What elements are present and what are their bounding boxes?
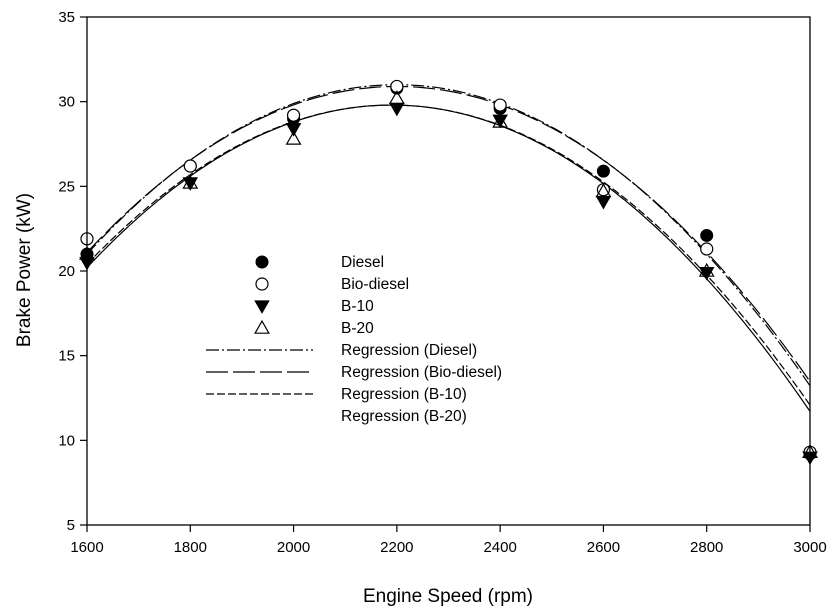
legend-regression-label-2: Regression (B-10)	[341, 386, 467, 403]
data-point-2-1	[182, 177, 199, 191]
legend-marker-3	[254, 319, 270, 334]
y-tick-label: 20	[58, 263, 75, 280]
data-point-3-6	[698, 262, 715, 277]
legend: Diesel Bio-diesel B-10 B-20 Regression (Dies…	[206, 254, 502, 425]
data-point-1-4	[493, 98, 507, 112]
data-point-3-5	[595, 183, 612, 198]
legend-regression-label-3: Regression (B-20)	[341, 408, 467, 425]
regression-line-1	[86, 85, 811, 382]
data-point-1-6	[700, 242, 714, 256]
y-tick-label: 25	[58, 178, 75, 195]
plot-area	[79, 79, 818, 466]
legend-marker-0	[255, 255, 269, 269]
legend-regression-label-0: Regression (Diesel)	[341, 342, 477, 359]
legend-regression-label-1: Regression (Bio-diesel)	[341, 364, 502, 381]
legend-label-0: Diesel	[341, 254, 384, 271]
y-tick-label: 35	[58, 9, 75, 26]
data-point-0-5	[596, 164, 610, 178]
x-tick-label: 1800	[174, 539, 207, 556]
x-axis-title: Engine Speed (rpm)	[363, 586, 533, 607]
data-point-2-5	[595, 195, 612, 210]
x-tick-label: 2000	[277, 539, 310, 556]
y-tick-label: 10	[58, 432, 75, 449]
data-point-2-4	[492, 114, 508, 129]
data-point-2-3	[389, 102, 405, 117]
y-tick-label: 30	[58, 94, 75, 111]
legend-label-3: B-20	[341, 320, 374, 337]
data-point-2-2	[285, 123, 302, 137]
regression-line-3	[86, 104, 811, 412]
axes: 1600 1800 2000 2200 2400 2600 2800 3000 5 10 15 20 2…	[58, 9, 826, 556]
data-point-3-3	[388, 90, 405, 105]
data-point-1-2	[286, 108, 301, 122]
data-point-3-4	[492, 113, 509, 128]
legend-label-2: B-10	[341, 298, 374, 315]
y-tick-label: 15	[58, 348, 75, 365]
x-tick-label: 2800	[690, 539, 723, 556]
x-tick-label: 2400	[483, 539, 516, 556]
x-tick-label: 3000	[793, 539, 826, 556]
data-point-1-1	[183, 159, 197, 173]
x-tick-label: 2200	[380, 539, 413, 556]
data-point-0-6	[700, 228, 714, 242]
x-tick-label: 2600	[587, 539, 620, 556]
regression-line-0	[86, 84, 811, 387]
legend-marker-1	[255, 277, 269, 291]
y-axis-title: Brake Power (kW)	[14, 193, 35, 347]
legend-label-1: Bio-diesel	[341, 276, 409, 293]
data-point-3-2	[285, 130, 302, 145]
y-tick-label: 5	[67, 517, 75, 534]
data-point-3-1	[182, 174, 199, 189]
regression-line-2	[86, 104, 811, 406]
x-tick-label: 1600	[70, 539, 103, 556]
legend-marker-2	[254, 300, 270, 314]
